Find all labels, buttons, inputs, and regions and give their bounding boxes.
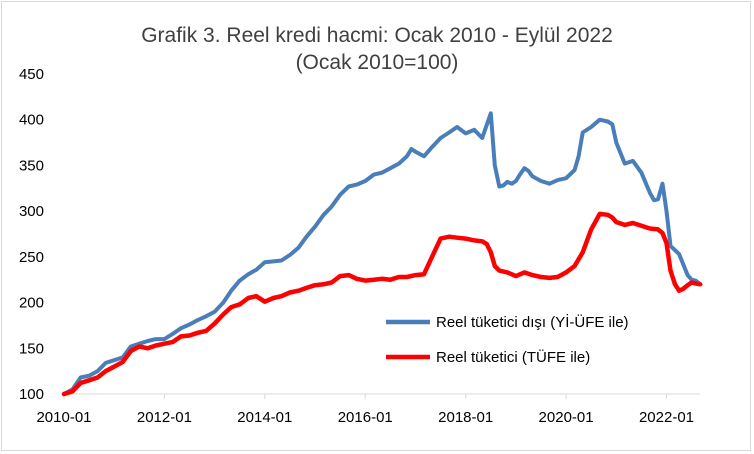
y-tick-label: 350 xyxy=(19,157,44,174)
chart-title: Grafik 3. Reel kredi hacmi: Ocak 2010 - … xyxy=(141,24,613,47)
x-axis: 2010-01 2012-01 2014-01 2016-01 2018-01 2020-… xyxy=(36,393,700,426)
series-line-1 xyxy=(62,111,703,396)
legend: Reel tüketici dışı (Yİ-ÜFE ile) Reel tüke… xyxy=(386,313,629,366)
x-tick-label: 2014-01 xyxy=(237,409,292,426)
legend-label-2: Reel tüketici (TÜFE ile) xyxy=(436,348,590,366)
y-axis: 100 150 200 250 300 350 400 450 xyxy=(19,66,44,403)
x-tick-label: 2012-01 xyxy=(137,409,192,426)
x-tick-label: 2016-01 xyxy=(338,409,393,426)
x-tick-label: 2010-01 xyxy=(36,409,91,426)
x-tick-label: 2020-01 xyxy=(539,409,594,426)
y-tick-label: 100 xyxy=(19,386,44,403)
y-tick-label: 450 xyxy=(19,66,44,83)
y-tick-label: 250 xyxy=(19,249,44,266)
series-line-2 xyxy=(61,211,703,397)
x-tick-label: 2018-01 xyxy=(438,409,493,426)
y-tick-label: 200 xyxy=(19,295,44,312)
chart-subtitle: (Ocak 2010=100) xyxy=(296,51,459,74)
x-tick-label: 2022-01 xyxy=(639,409,694,426)
y-tick-label: 150 xyxy=(19,340,44,357)
y-tick-label: 400 xyxy=(19,112,44,129)
legend-label-1: Reel tüketici dışı (Yİ-ÜFE ile) xyxy=(436,313,629,331)
series-layer xyxy=(61,111,703,397)
y-tick-label: 300 xyxy=(19,203,44,220)
